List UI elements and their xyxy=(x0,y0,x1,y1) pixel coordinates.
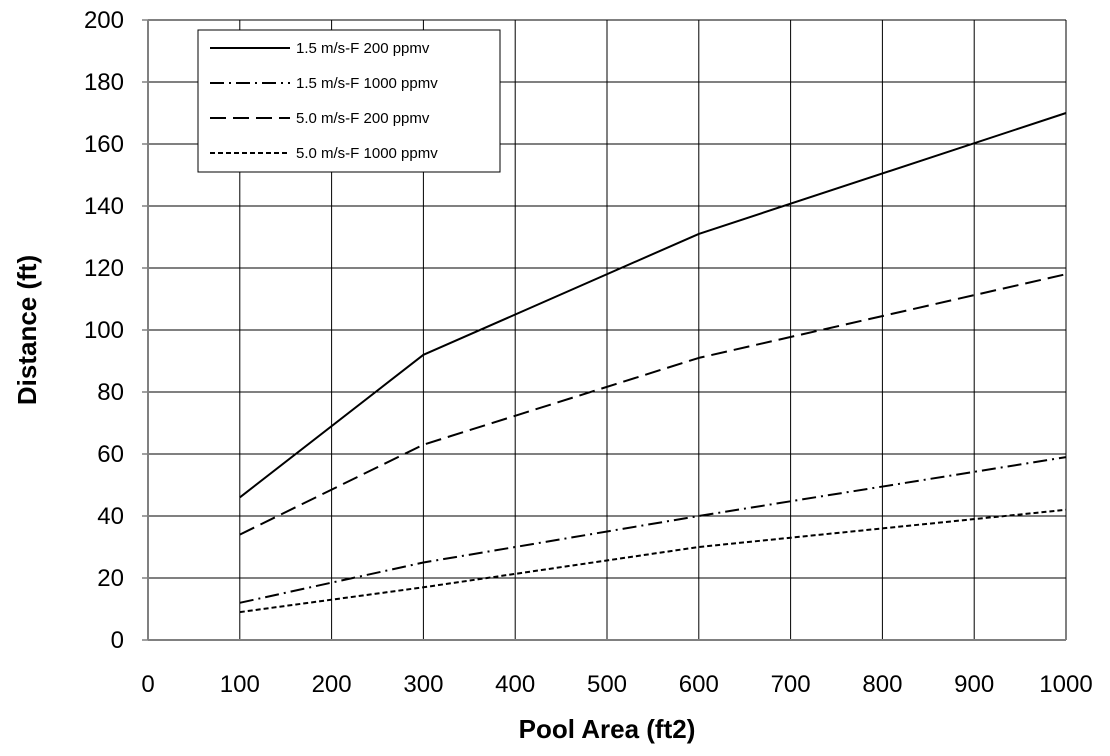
series-line xyxy=(239,456,1067,604)
y-axis-title: Distance (ft) xyxy=(12,255,42,405)
legend: 1.5 m/s-F 200 ppmv 1.5 m/s-F 1000 ppmv 5.0… xyxy=(197,29,501,173)
y-tick-label: 180 xyxy=(84,69,124,96)
y-tick-label: 80 xyxy=(97,379,124,406)
legend-label: 1.5 m/s-F 1000 ppmv xyxy=(296,75,438,92)
legend-box xyxy=(197,29,501,173)
y-tick-label: 100 xyxy=(84,317,124,344)
y-tick-label: 40 xyxy=(97,503,124,530)
x-tick-label: 0 xyxy=(141,671,154,698)
y-tick-label: 120 xyxy=(84,255,124,282)
y-tick-label: 160 xyxy=(84,131,124,158)
x-tick-label: 500 xyxy=(587,671,627,698)
legend-label: 5.0 m/s-F 1000 ppmv xyxy=(296,145,438,162)
series-line xyxy=(239,112,1067,499)
series-lines xyxy=(239,112,1067,614)
y-tick-label: 140 xyxy=(84,193,124,220)
series-line xyxy=(239,273,1067,536)
tick-labels: 0 100 200 300 400 500 600 700 800 900 1000 0 20 40 60 8… xyxy=(84,7,1093,698)
y-tick-label: 200 xyxy=(84,7,124,34)
x-tick-label: 900 xyxy=(954,671,994,698)
x-tick-label: 300 xyxy=(403,671,443,698)
legend-label: 5.0 m/s-F 200 ppmv xyxy=(296,110,430,127)
x-tick-label: 400 xyxy=(495,671,535,698)
x-axis-title: Pool Area (ft2) xyxy=(519,714,696,744)
y-tick-label: 0 xyxy=(111,627,124,654)
x-tick-label: 600 xyxy=(679,671,719,698)
x-tick-label: 800 xyxy=(862,671,902,698)
legend-label: 1.5 m/s-F 200 ppmv xyxy=(296,40,430,57)
x-tick-label: 100 xyxy=(220,671,260,698)
series-line xyxy=(239,508,1067,614)
x-tick-label: 1000 xyxy=(1039,671,1092,698)
x-tick-label: 200 xyxy=(312,671,352,698)
y-tick-label: 20 xyxy=(97,565,124,592)
y-tick-label: 60 xyxy=(97,441,124,468)
x-tick-label: 700 xyxy=(771,671,811,698)
axes xyxy=(142,19,1066,641)
